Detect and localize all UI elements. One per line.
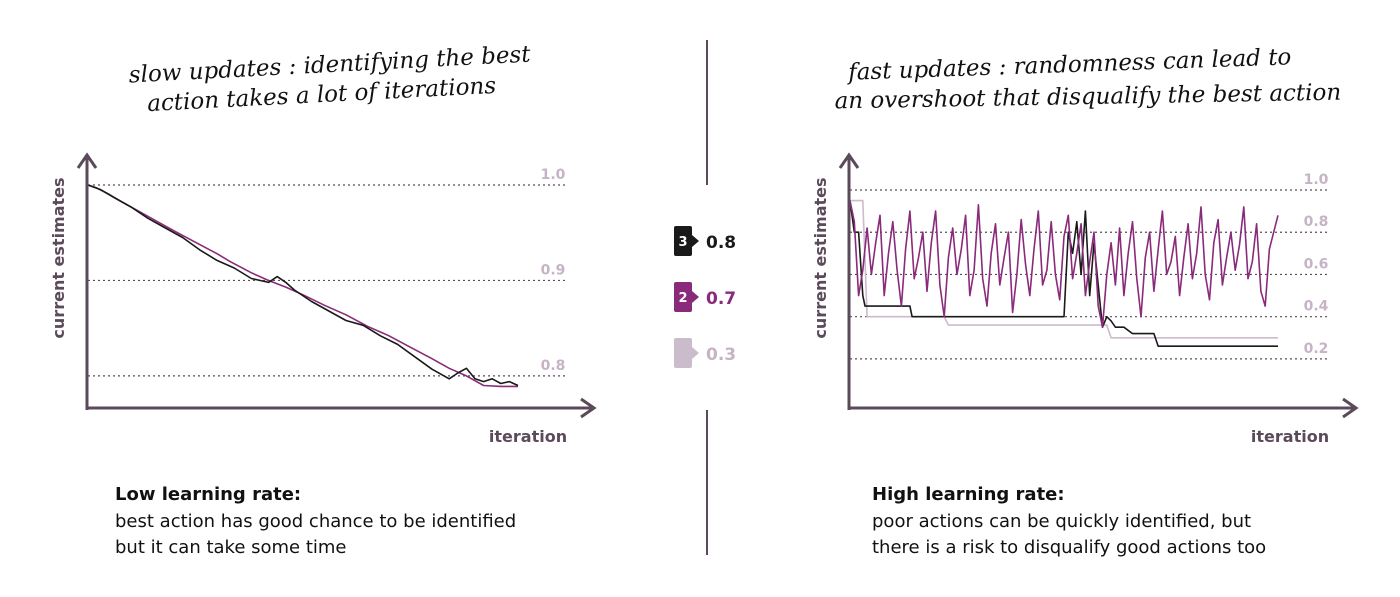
legend-swatch-action-3 (674, 226, 692, 256)
right-chart-title-line-2: an overshoot that disqualify the best ac… (834, 80, 1341, 115)
right-caption-line-2: there is a risk to disqualify good actio… (872, 537, 1266, 558)
legend-item-action-2: 2 0.7 (674, 282, 736, 312)
right-chart-gridlines (850, 189, 1330, 360)
right-y-tick-label: 0.2 (1304, 341, 1329, 357)
right-x-axis-label: iteration (1251, 427, 1329, 446)
legend-pointer-action-1 (692, 347, 699, 359)
right-series-line (850, 199, 1278, 339)
left-y-tick-label: 0.8 (541, 358, 566, 374)
right-series-line (849, 200, 1279, 329)
left-y-tick-label: 0.9 (541, 262, 566, 278)
left-chart-series (87, 184, 519, 388)
right-y-tick-label: 0.6 (1304, 256, 1329, 272)
right-caption-line-1: poor actions can be quickly identified, … (872, 511, 1251, 532)
legend-pointer-action-3 (692, 235, 699, 247)
right-y-axis-arrow-icon (838, 152, 860, 169)
left-caption-line-1: best action has good chance to be identi… (115, 511, 516, 532)
right-y-tick-label: 0.4 (1304, 299, 1329, 315)
legend-item-action-3: 3 0.8 (674, 226, 736, 256)
legend-badge-action-2: 2 (678, 291, 687, 306)
left-caption-line-2: but it can take some time (115, 537, 347, 558)
left-chart-gridlines (88, 184, 568, 377)
legend-badge-action-3: 3 (678, 235, 687, 250)
left-y-axis-arrow-icon (76, 152, 98, 169)
left-series-line (87, 184, 519, 387)
left-x-axis-label: iteration (489, 427, 567, 446)
legend: 3 0.8 2 0.7 0.3 (674, 226, 736, 368)
right-caption-title: High learning rate: (872, 484, 1065, 505)
right-y-tick-label: 0.8 (1304, 214, 1329, 230)
legend-value-action-3: 0.8 (706, 233, 736, 253)
legend-value-action-1: 0.3 (706, 345, 736, 365)
right-x-axis-arrow-icon (1342, 397, 1359, 419)
right-chart: fast updates : randomness can lead to an… (811, 44, 1359, 558)
legend-pointer-action-2 (692, 291, 699, 303)
legend-item-action-1: 0.3 (674, 338, 736, 368)
right-chart-tick-labels: 1.0 0.8 0.6 0.4 0.2 (1304, 172, 1329, 357)
legend-value-action-2: 0.7 (706, 289, 736, 309)
right-y-tick-label: 1.0 (1304, 172, 1329, 188)
right-y-axis-label: current estimates (811, 177, 830, 338)
right-chart-series (849, 199, 1279, 348)
legend-swatch-action-1 (674, 338, 692, 368)
left-chart: slow updates : identifying the best acti… (49, 41, 597, 558)
left-y-axis-label: current estimates (49, 177, 68, 338)
legend-swatch-action-2 (674, 282, 692, 312)
left-chart-tick-labels: 1.0 0.9 0.8 (541, 167, 566, 374)
right-chart-title-line-1: fast updates : randomness can lead to (846, 44, 1292, 86)
left-series-line (87, 184, 518, 388)
right-series-line (849, 200, 1278, 348)
left-y-tick-label: 1.0 (541, 167, 566, 183)
left-caption-title: Low learning rate: (115, 484, 301, 505)
left-x-axis-arrow-icon (580, 397, 597, 419)
